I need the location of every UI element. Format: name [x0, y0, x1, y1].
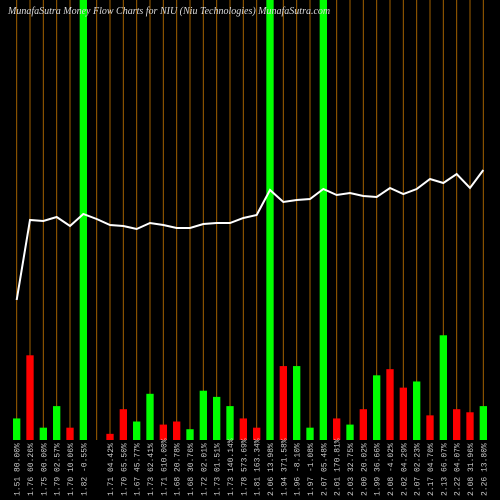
- svg-text:1.73 62.41%: 1.73 62.41%: [147, 443, 156, 496]
- svg-text:2.22 04.07%: 2.22 04.07%: [454, 443, 463, 496]
- svg-text:1.75 00.00%: 1.75 00.00%: [40, 443, 49, 496]
- svg-text:1.97 -1.08%: 1.97 -1.08%: [307, 443, 316, 496]
- svg-text:1.82 -0.55%: 1.82 -0.55%: [80, 443, 89, 496]
- svg-text:1.68 30.76%: 1.68 30.76%: [187, 443, 196, 496]
- chart-svg: 1.51 80.00% 1.76 60.26% 1.75 00.00% 1.79 02…: [0, 0, 500, 500]
- svg-text:2.13 66.07%: 2.13 66.07%: [440, 443, 449, 496]
- svg-text:1.67 45.77%: 1.67 45.77%: [134, 443, 143, 496]
- svg-text:1.99 36.66%: 1.99 36.66%: [374, 443, 383, 496]
- svg-text:2.02 04.29%: 2.02 04.29%: [400, 443, 409, 496]
- svg-text:1.70 10.06%: 1.70 10.06%: [67, 443, 76, 496]
- svg-text:1.76 60.26%: 1.76 60.26%: [27, 443, 36, 496]
- svg-text:1.68 20.78%: 1.68 20.78%: [174, 443, 183, 496]
- svg-text:2.01 170.81%: 2.01 170.81%: [334, 438, 343, 496]
- svg-text:1.71 04.42%: 1.71 04.42%: [107, 443, 116, 496]
- svg-text:1.72 02.01%: 1.72 02.01%: [200, 443, 209, 496]
- chart-title: MunafaSutra Money Flow Charts for NIU (N…: [0, 6, 500, 17]
- svg-text:1.73 01.51%: 1.73 01.51%: [214, 443, 223, 496]
- svg-text:1.96 -8.10%: 1.96 -8.10%: [294, 443, 303, 496]
- svg-text:1.79 02.57%: 1.79 02.57%: [54, 443, 63, 496]
- svg-text:1.94 371.58%: 1.94 371.58%: [280, 438, 289, 496]
- svg-text:2.17 04.70%: 2.17 04.70%: [427, 443, 436, 496]
- svg-text:2.00 20.02%: 2.00 20.02%: [360, 443, 369, 496]
- svg-text:2.03 32.75%: 2.03 32.75%: [347, 443, 356, 496]
- svg-text:1.73 140.14%: 1.73 140.14%: [227, 438, 236, 496]
- svg-text:1.51 80.00%: 1.51 80.00%: [14, 443, 23, 496]
- svg-text:1.81 163.34%: 1.81 163.34%: [254, 438, 263, 496]
- svg-text:1.71 610.00%: 1.71 610.00%: [160, 438, 169, 496]
- svg-text:1.70 65.50%: 1.70 65.50%: [120, 443, 129, 496]
- svg-text:1.78 573.69%: 1.78 573.69%: [240, 438, 249, 496]
- money-flow-chart: MunafaSutra Money Flow Charts for NIU (N…: [0, 0, 500, 500]
- svg-text:2.26 13.80%: 2.26 13.80%: [480, 443, 489, 496]
- svg-text:2.08 -4.02%: 2.08 -4.02%: [387, 443, 396, 496]
- svg-text:2.07 05.48%: 2.07 05.48%: [320, 443, 329, 496]
- svg-text:2.06 13.98%: 2.06 13.98%: [267, 443, 276, 496]
- svg-text:2.08 31.96%: 2.08 31.96%: [467, 443, 476, 496]
- svg-text:2.07 02.23%: 2.07 02.23%: [414, 443, 423, 496]
